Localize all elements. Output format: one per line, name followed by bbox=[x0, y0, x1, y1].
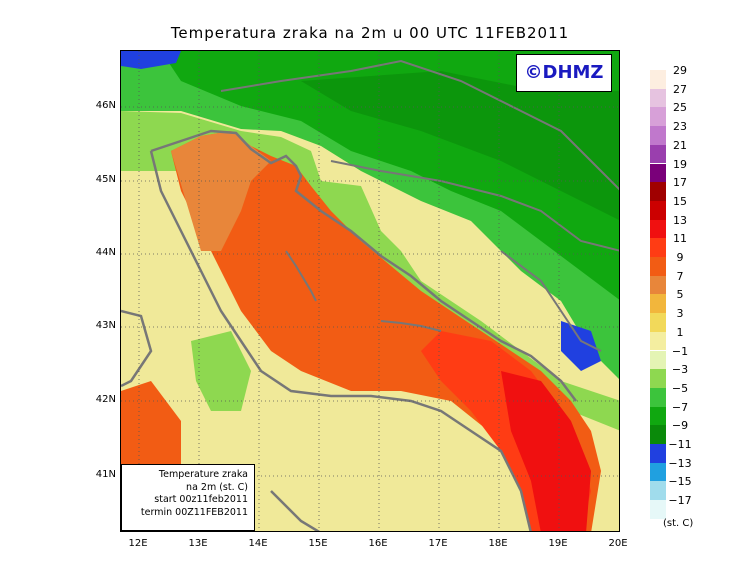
legend-label: 15 bbox=[673, 194, 687, 208]
legend-swatch bbox=[650, 70, 666, 89]
lat-label: 45N bbox=[95, 174, 116, 185]
legend-label: −17 bbox=[668, 494, 692, 508]
lon-label: 15E bbox=[308, 538, 328, 549]
info-line-1: Temperature zraka bbox=[158, 469, 248, 480]
legend-swatch bbox=[650, 444, 666, 463]
legend-label: 17 bbox=[673, 176, 687, 190]
legend-swatch bbox=[650, 369, 666, 388]
lon-label: 13E bbox=[188, 538, 208, 549]
legend-label: −3 bbox=[671, 363, 689, 377]
legend-swatch bbox=[650, 313, 666, 332]
legend-label: 3 bbox=[676, 307, 684, 321]
lon-label: 16E bbox=[368, 538, 388, 549]
legend-swatch bbox=[650, 331, 666, 351]
legend-swatch bbox=[650, 275, 666, 295]
legend-swatch bbox=[650, 500, 666, 519]
dhmz-watermark: ©DHMZ bbox=[516, 54, 612, 92]
lat-label: 43N bbox=[95, 320, 116, 331]
lon-label: 18E bbox=[488, 538, 508, 549]
legend-label: 21 bbox=[673, 138, 687, 152]
legend-label: −13 bbox=[668, 456, 692, 470]
legend-swatch bbox=[650, 387, 666, 407]
legend-label: 25 bbox=[673, 101, 687, 115]
legend-swatch bbox=[650, 294, 666, 314]
temperature-map[interactable] bbox=[120, 50, 620, 532]
legend-label: 5 bbox=[676, 288, 684, 302]
legend-label: −9 bbox=[671, 419, 689, 433]
legend-label: 1 bbox=[676, 325, 684, 339]
map-field bbox=[121, 51, 619, 531]
info-line-3: start 00z11feb2011 bbox=[154, 494, 248, 505]
legend-label: −7 bbox=[671, 400, 689, 414]
legend-label: 9 bbox=[676, 251, 684, 264]
legend-swatch bbox=[650, 406, 666, 426]
info-line-2: na 2m (st. C) bbox=[186, 481, 248, 493]
legend-swatch bbox=[650, 350, 666, 370]
lon-label: 17E bbox=[428, 538, 448, 549]
legend-label: 29 bbox=[673, 64, 687, 77]
lon-label: 14E bbox=[248, 538, 268, 549]
legend-swatch bbox=[650, 182, 666, 201]
legend-unit: (st. C) bbox=[663, 518, 694, 529]
lat-label: 42N bbox=[95, 394, 116, 405]
legend-label: 19 bbox=[673, 157, 687, 171]
legend-label: 7 bbox=[676, 269, 684, 283]
legend-swatch bbox=[650, 219, 666, 239]
legend-swatch bbox=[650, 107, 666, 127]
legend-label: −15 bbox=[668, 475, 692, 489]
lon-label: 12E bbox=[128, 538, 148, 549]
legend-swatch bbox=[650, 144, 666, 164]
legend-label: 13 bbox=[673, 213, 687, 227]
legend-label: −5 bbox=[671, 381, 689, 395]
legend-swatch bbox=[650, 238, 666, 257]
info-line-4: termin 00Z11FEB2011 bbox=[140, 506, 248, 518]
legend-swatch bbox=[650, 425, 666, 444]
lat-label: 41N bbox=[95, 469, 116, 480]
legend-label: 11 bbox=[673, 232, 687, 246]
legend-swatch bbox=[650, 257, 666, 276]
map-title: Temperatura zraka na 2m u 00 UTC 11FEB20… bbox=[170, 24, 570, 42]
map-info-box: Temperature zraka na 2m (st. C) start 00… bbox=[121, 464, 255, 531]
legend-swatch bbox=[650, 163, 666, 183]
lat-label: 44N bbox=[95, 247, 116, 258]
legend-swatch bbox=[650, 462, 666, 482]
legend-swatch bbox=[650, 88, 666, 108]
lon-label: 19E bbox=[548, 538, 568, 549]
lat-label: 46N bbox=[95, 100, 116, 111]
lon-label: 20E bbox=[608, 538, 628, 549]
legend-swatch bbox=[650, 481, 666, 501]
legend-label: −1 bbox=[671, 344, 689, 358]
legend-label: 23 bbox=[673, 120, 687, 134]
legend-label: 27 bbox=[673, 82, 687, 96]
legend-swatch bbox=[650, 200, 666, 220]
legend-label: −11 bbox=[668, 438, 692, 451]
legend-swatch bbox=[650, 126, 666, 145]
